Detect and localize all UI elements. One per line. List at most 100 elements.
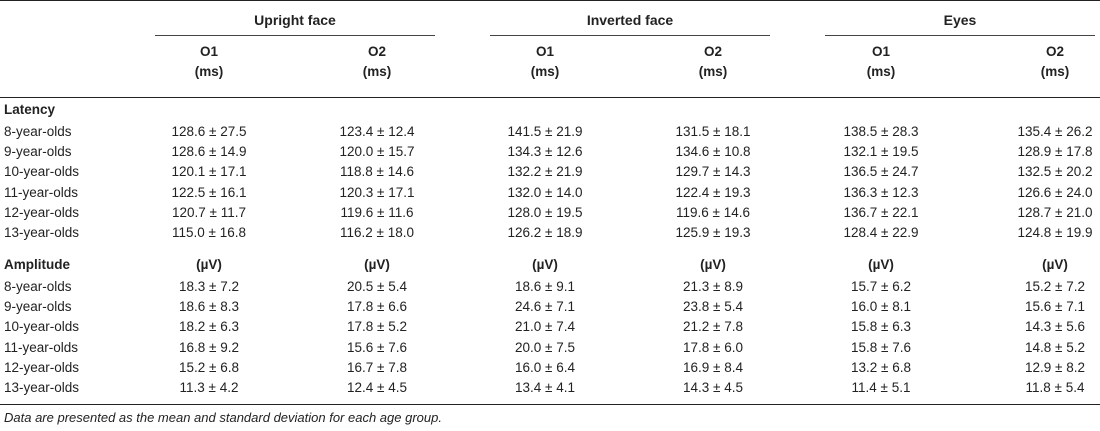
col-header-inverted-o2: O2 (ms) [698,44,728,79]
table-row: 13-year-olds 115.0 ± 16.8 116.2 ± 18.0 126.… [0,223,1100,243]
group-underline-upright-face [155,35,435,36]
amplitude-cell: 14.3 ± 4.5 [683,380,743,395]
latency-cell: 120.7 ± 11.7 [172,204,246,220]
table-row: 12-year-olds 120.7 ± 11.7 119.6 ± 11.6 128.… [0,203,1100,223]
amplitude-cell: 21.0 ± 7.4 [515,319,575,335]
amplitude-cell: 15.7 ± 6.2 [851,279,911,294]
amplitude-cell: 16.0 ± 6.4 [515,359,575,375]
row-label: 8-year-olds [4,124,72,139]
section-label-amplitude: Amplitude [4,257,70,272]
latency-cell: 116.2 ± 18.0 [340,225,414,240]
table-row: 9-year-olds 128.6 ± 14.9 120.0 ± 15.7 134.3… [0,142,1100,162]
amplitude-cell: 14.8 ± 5.2 [1025,339,1085,355]
amplitude-cell: 15.8 ± 7.6 [851,339,911,355]
amplitude-cell: 15.6 ± 7.1 [1025,299,1085,315]
amplitude-cell: 20.0 ± 7.5 [515,339,575,355]
amplitude-cell: 23.8 ± 5.4 [683,299,743,315]
amplitude-cell: 18.2 ± 6.3 [179,319,239,335]
col-header-inverted-o1: O1 (ms) [530,44,560,79]
row-label: 12-year-olds [4,204,80,220]
section-label-latency: Latency [4,102,56,117]
table-row: 12-year-olds 15.2 ± 6.8 16.7 ± 7.8 16.0 ± 6… [0,358,1100,378]
amplitude-cell: 14.3 ± 5.6 [1025,319,1085,335]
amplitude-cell: 11.8 ± 5.4 [1025,380,1085,395]
amplitude-cell: 17.8 ± 6.0 [683,339,743,355]
unit-label: (µV) [196,257,222,272]
latency-cell: 120.0 ± 15.7 [339,144,415,160]
latency-cell: 128.0 ± 19.5 [507,204,583,220]
group-header-eyes: Eyes [943,12,977,28]
latency-cell: 136.7 ± 22.1 [843,204,919,220]
table-row: 11-year-olds 16.8 ± 9.2 15.6 ± 7.6 20.0 ± 7… [0,338,1100,358]
table-bottom-rule [0,404,1100,405]
row-label: 9-year-olds [4,144,72,160]
latency-cell: 132.5 ± 20.2 [1017,164,1093,180]
unit-label: (µV) [868,257,894,272]
amplitude-cell: 18.3 ± 7.2 [179,279,239,294]
amplitude-cell: 21.3 ± 8.9 [683,279,743,294]
latency-cell: 138.5 ± 28.3 [843,124,919,139]
group-underline-eyes [825,35,1095,36]
row-label: 11-year-olds [4,184,79,200]
latency-cell: 122.4 ± 19.3 [675,184,751,200]
amplitude-cell: 11.4 ± 5.1 [851,380,911,395]
table-top-rule [0,0,1100,1]
latency-cell: 128.6 ± 14.9 [171,144,247,160]
latency-cell: 120.3 ± 17.1 [339,184,415,200]
latency-cell: 136.3 ± 12.3 [843,184,919,200]
amplitude-cell: 21.2 ± 7.8 [683,319,743,335]
unit-label: (µV) [700,257,726,272]
row-label: 9-year-olds [4,299,72,315]
table-row: 10-year-olds 18.2 ± 6.3 17.8 ± 5.2 21.0 ± 7… [0,317,1100,337]
row-label: 10-year-olds [4,319,80,335]
latency-cell: 123.4 ± 12.4 [339,124,415,139]
amplitude-cell: 24.6 ± 7.1 [515,299,575,315]
row-label: 11-year-olds [4,339,79,355]
latency-cell: 136.5 ± 24.7 [843,164,919,180]
table-row: 8-year-olds 128.6 ± 27.5 123.4 ± 12.4 141.5… [0,122,1100,142]
latency-cell: 134.3 ± 12.6 [507,144,583,160]
latency-cell: 126.6 ± 24.0 [1017,184,1093,200]
row-label: 8-year-olds [4,279,72,294]
latency-cell: 141.5 ± 21.9 [507,124,583,139]
amplitude-cell: 13.2 ± 6.8 [851,359,911,375]
amplitude-cell: 16.9 ± 8.4 [683,359,743,375]
amplitude-cell: 18.6 ± 9.1 [515,279,575,294]
amplitude-cell: 17.8 ± 6.6 [347,299,407,315]
col-header-upright-o1: O1 (ms) [194,44,224,79]
col-header-upright-o2: O2 (ms) [362,44,392,79]
latency-cell: 132.1 ± 19.5 [843,144,919,160]
group-underline-inverted-face [490,35,770,36]
table-row: 10-year-olds 120.1 ± 17.1 118.8 ± 14.6 132.… [0,162,1100,182]
latency-cell: 126.2 ± 18.9 [507,225,583,240]
latency-cell: 135.4 ± 26.2 [1017,124,1093,139]
latency-cell: 124.8 ± 19.9 [1017,225,1093,240]
latency-cell: 118.8 ± 14.6 [340,164,414,180]
row-label: 13-year-olds [4,225,80,240]
amplitude-cell: 15.6 ± 7.6 [347,339,407,355]
amplitude-cell: 15.8 ± 6.3 [851,319,911,335]
group-header-inverted-face: Inverted face [586,12,674,28]
table-footnote: Data are presented as the mean and stand… [4,410,442,425]
amplitude-cell: 20.5 ± 5.4 [347,279,407,294]
table-row: 8-year-olds 18.3 ± 7.2 20.5 ± 5.4 18.6 ± 9.… [0,277,1100,297]
amplitude-cell: 16.0 ± 8.1 [851,299,911,315]
latency-cell: 131.5 ± 18.1 [675,124,751,139]
col-header-eyes-o1: O1 (ms) [866,44,896,79]
latency-cell: 129.7 ± 14.3 [675,164,751,180]
amplitude-cell: 12.4 ± 4.5 [347,380,407,395]
amplitude-cell: 15.2 ± 6.8 [179,359,239,375]
col-header-eyes-o2: O2 (ms) [1040,44,1070,79]
latency-cell: 128.9 ± 17.8 [1017,144,1093,160]
amplitude-cell: 18.6 ± 8.3 [179,299,239,315]
latency-cell: 120.1 ± 17.1 [171,164,247,180]
latency-cell: 125.9 ± 19.3 [675,225,751,240]
amplitude-cell: 17.8 ± 5.2 [347,319,407,335]
row-label: 10-year-olds [4,164,80,180]
amplitude-cell: 15.2 ± 7.2 [1025,279,1085,294]
table-row: 9-year-olds 18.6 ± 8.3 17.8 ± 6.6 24.6 ± 7.… [0,297,1100,317]
unit-label: (µV) [1042,257,1068,272]
header-bottom-rule [0,97,1100,98]
latency-cell: 132.2 ± 21.9 [507,164,583,180]
